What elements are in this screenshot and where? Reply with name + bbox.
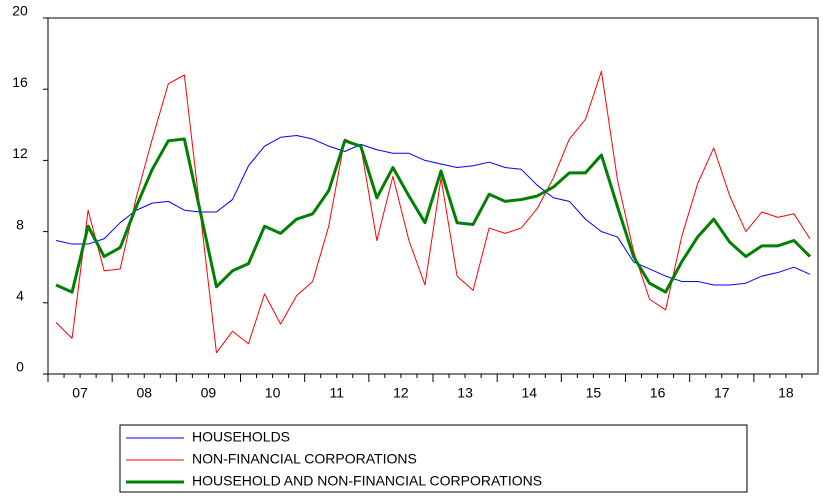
x-tick-label: 14	[521, 385, 537, 401]
y-tick-label: 12	[12, 145, 28, 161]
y-tick-label: 4	[16, 288, 24, 304]
x-tick-label: 18	[778, 385, 794, 401]
x-tick-label: 10	[265, 385, 281, 401]
series-line	[55, 70, 811, 354]
y-tick-label: 16	[12, 74, 28, 90]
x-tick-label: 07	[72, 385, 88, 401]
x-tick-label: 15	[586, 385, 602, 401]
legend-box	[119, 424, 748, 493]
x-tick-label: 13	[457, 385, 473, 401]
x-tick-label: 17	[714, 385, 730, 401]
y-tick-label: 20	[12, 3, 28, 19]
y-tick-label: 8	[16, 216, 24, 232]
series-line	[55, 134, 811, 286]
x-tick-label: 11	[329, 385, 344, 401]
legend-label: NON-FINANCIAL CORPORATIONS	[192, 451, 417, 467]
x-tick-label: 08	[136, 385, 152, 401]
legend-label: HOUSEHOLDS	[192, 429, 290, 445]
legend-label: HOUSEHOLD AND NON-FINANCIAL CORPORATIONS	[192, 473, 542, 489]
x-tick-label: 12	[393, 385, 409, 401]
series-line	[55, 137, 812, 294]
x-tick-label: 16	[650, 385, 666, 401]
y-tick-label: 0	[16, 359, 24, 375]
x-tick-label: 09	[201, 385, 217, 401]
